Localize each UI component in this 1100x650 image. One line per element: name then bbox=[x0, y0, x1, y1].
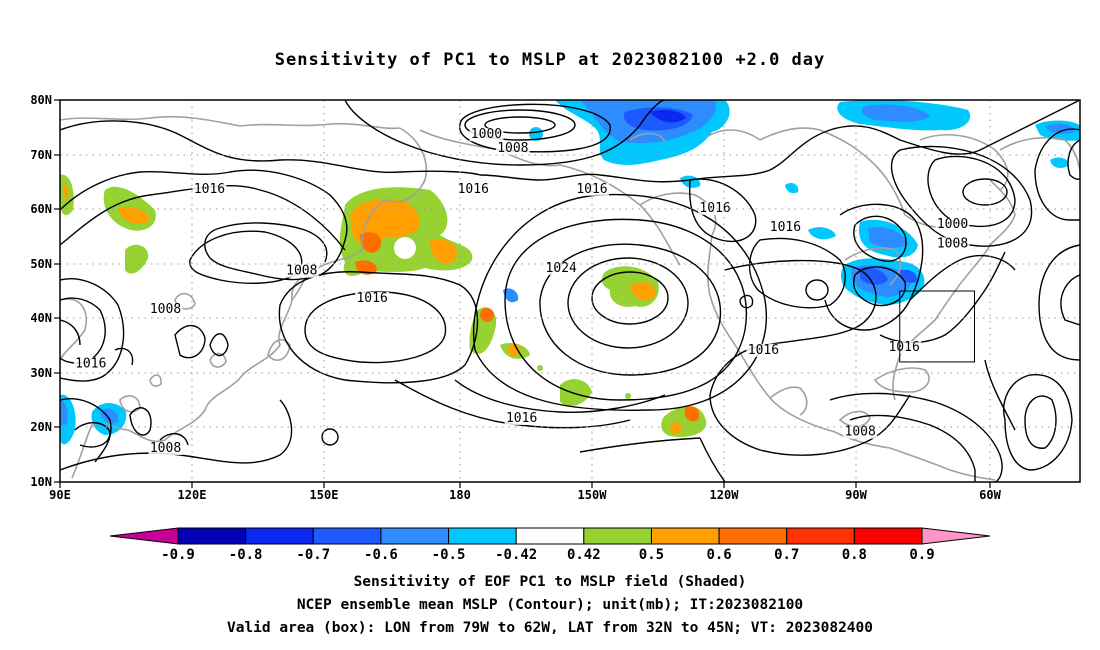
contour-label: 1016 bbox=[888, 340, 919, 355]
colorbar-label: -0.7 bbox=[296, 547, 330, 563]
colorbar-box bbox=[515, 527, 585, 545]
colorbar-label: -0.42 bbox=[495, 547, 537, 563]
contour-label-bg bbox=[148, 302, 183, 316]
valid-area-box bbox=[899, 290, 975, 363]
colorbar: -0.9 -0.8 -0.7 -0.6 -0.5 -0.42 0.42 0.5 0.6 0.7 0.… bbox=[109, 527, 991, 563]
lat-label-20n: 20N bbox=[30, 420, 52, 434]
contour-label-bg bbox=[284, 264, 319, 278]
lon-label-150e: 150E bbox=[310, 488, 339, 502]
contour-label: 1008 bbox=[286, 264, 317, 279]
lon-label-90e: 90E bbox=[49, 488, 71, 502]
contour-label-bg bbox=[768, 220, 803, 234]
contour-label-bg bbox=[495, 141, 530, 155]
contour-label-bg bbox=[843, 425, 878, 439]
contour-label-bg bbox=[935, 237, 970, 251]
lat-label-40n: 40N bbox=[30, 311, 52, 325]
contour-label: 1016 bbox=[506, 411, 537, 426]
contour-label-bg bbox=[544, 261, 579, 275]
contour-label-bg bbox=[935, 218, 970, 232]
contour-label: 1016 bbox=[699, 201, 730, 216]
contour-label-bg bbox=[887, 341, 922, 355]
contour-label: 1016 bbox=[770, 220, 801, 235]
colorbar-high-triangle bbox=[921, 527, 991, 545]
colorbar-label: -0.6 bbox=[364, 547, 398, 563]
colorbar-label: 0.8 bbox=[842, 547, 867, 563]
lat-label-60n: 60N bbox=[30, 202, 52, 216]
lon-label-120w: 120W bbox=[710, 488, 740, 502]
latitude-labels: 80N 70N 60N 50N 40N 30N 20N 10N bbox=[30, 93, 52, 489]
graticule bbox=[60, 100, 1080, 482]
contour-label: 1008 bbox=[150, 302, 181, 317]
contour-label-bg bbox=[73, 357, 108, 371]
contour-label-bg bbox=[469, 128, 504, 142]
contour-label: 1008 bbox=[150, 441, 181, 456]
lon-label-90w: 90W bbox=[845, 488, 867, 502]
lat-label-80n: 80N bbox=[30, 93, 52, 107]
colorbar-box bbox=[853, 527, 923, 545]
contour-label-bg bbox=[192, 182, 227, 196]
colorbar-labels: -0.9 -0.8 -0.7 -0.6 -0.5 -0.42 0.42 0.5 0.6 0.7 0.… bbox=[161, 547, 935, 563]
contour-label: 1016 bbox=[356, 291, 387, 306]
colorbar-box bbox=[786, 527, 855, 545]
colorbar-low-triangle bbox=[109, 527, 179, 545]
mslp-contours bbox=[60, 100, 1080, 482]
contour-label-bg bbox=[456, 182, 491, 196]
map-title: Sensitivity of PC1 to MSLP at 2023082100… bbox=[274, 50, 826, 70]
axis-ticks bbox=[54, 99, 991, 488]
colorbar-label: 0.5 bbox=[639, 547, 664, 563]
colorbar-label: -0.5 bbox=[432, 547, 466, 563]
negative-sensitivity-shading bbox=[60, 100, 1080, 445]
footer-line-2: NCEP ensemble mean MSLP (Contour); unit(… bbox=[296, 597, 804, 613]
footer-line-3: Valid area (box): LON from 79W to 62W, L… bbox=[226, 620, 873, 636]
colorbar-box bbox=[177, 527, 247, 545]
colorbar-box bbox=[718, 527, 788, 545]
contour-label-bg bbox=[746, 343, 781, 357]
colorbar-label: 0.7 bbox=[774, 547, 799, 563]
contour-label: 1000 bbox=[937, 217, 968, 232]
colorbar-box bbox=[448, 527, 517, 545]
contour-label-bg bbox=[504, 411, 539, 425]
colorbar-box bbox=[583, 527, 652, 545]
coastline-layer bbox=[60, 115, 1080, 481]
colorbar-box bbox=[380, 527, 450, 545]
lon-label-120e: 120E bbox=[178, 488, 207, 502]
longitude-labels: 90E 120E 150E 180 150W 120W 90W 60W bbox=[49, 488, 1001, 502]
contour-label: 1016 bbox=[458, 182, 489, 197]
contour-label-bg bbox=[574, 182, 609, 196]
lon-label-150w: 150W bbox=[578, 488, 608, 502]
footer-line-1: Sensitivity of EOF PC1 to MSLP field (Sh… bbox=[353, 574, 747, 590]
colorbar-label: -0.9 bbox=[161, 547, 195, 563]
colorbar-boxes bbox=[177, 527, 923, 545]
lat-label-50n: 50N bbox=[30, 257, 52, 271]
contour-label: 1008 bbox=[937, 236, 968, 251]
contour-label-bg bbox=[148, 441, 183, 455]
colorbar-box bbox=[245, 527, 314, 545]
contour-label: 1000 bbox=[471, 127, 502, 142]
colorbar-box bbox=[312, 527, 382, 545]
colorbar-box bbox=[650, 527, 720, 545]
contour-label: 1008 bbox=[497, 141, 528, 156]
contour-label: 1016 bbox=[194, 182, 225, 197]
colorbar-label: 0.9 bbox=[909, 547, 934, 563]
lat-label-30n: 30N bbox=[30, 366, 52, 380]
lat-label-10n: 10N bbox=[30, 475, 52, 489]
lon-label-180: 180 bbox=[449, 488, 471, 502]
contour-label-bg bbox=[355, 291, 390, 305]
contour-label: 1024 bbox=[546, 261, 577, 276]
colorbar-label: 0.6 bbox=[706, 547, 731, 563]
plot-frame bbox=[59, 99, 1081, 483]
lon-label-60w: 60W bbox=[979, 488, 1001, 502]
contour-label: 1016 bbox=[75, 356, 106, 371]
contour-label: 1008 bbox=[845, 425, 876, 440]
contour-label: 1016 bbox=[748, 343, 779, 358]
colorbar-label: -0.8 bbox=[229, 547, 263, 563]
lat-label-70n: 70N bbox=[30, 148, 52, 162]
colorbar-label: 0.42 bbox=[567, 547, 601, 563]
contour-label: 1016 bbox=[576, 182, 607, 197]
